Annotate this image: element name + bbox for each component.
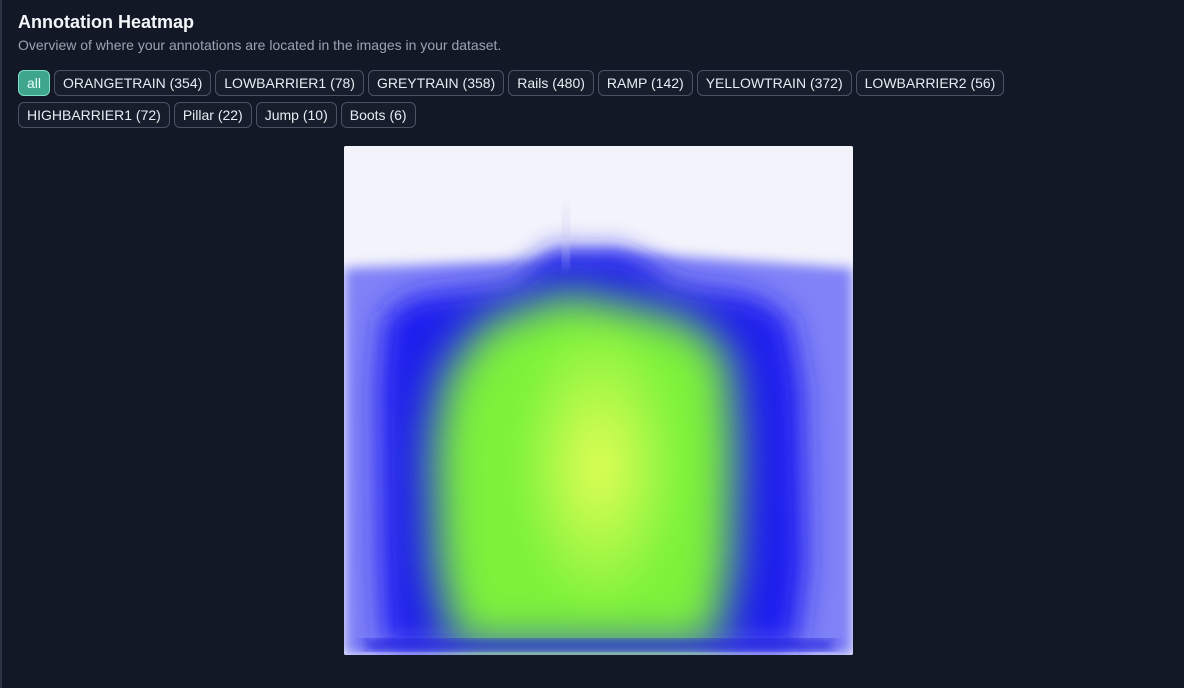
filter-chip-jump[interactable]: Jump (10) <box>255 102 337 128</box>
filter-chip-pillar[interactable]: Pillar (22) <box>173 102 252 128</box>
filter-chip-greytrain[interactable]: GREYTRAIN (358) <box>367 70 505 96</box>
class-filter-chips: all ORANGETRAIN (354) LOWBARRIER1 (78) G… <box>18 70 1068 128</box>
heatmap-graphic <box>344 146 853 655</box>
filter-chip-orangetrain[interactable]: ORANGETRAIN (354) <box>54 70 212 96</box>
filter-chip-all[interactable]: all <box>18 70 51 96</box>
filter-chip-yellowtrain[interactable]: YELLOWTRAIN (372) <box>696 70 852 96</box>
panel-left-border <box>0 0 2 688</box>
heatmap-bottom-rim <box>364 640 834 650</box>
filter-chip-ramp[interactable]: RAMP (142) <box>597 70 693 96</box>
page-subtitle: Overview of where your annotations are l… <box>18 37 502 53</box>
annotation-heatmap-panel: Annotation Heatmap Overview of where you… <box>18 10 1168 128</box>
filter-chip-rails[interactable]: Rails (480) <box>508 70 594 96</box>
page-title: Annotation Heatmap <box>18 12 195 32</box>
filter-chip-highbarrier1[interactable]: HIGHBARRIER1 (72) <box>18 102 170 128</box>
annotation-heatmap <box>344 146 853 655</box>
filter-chip-boots[interactable]: Boots (6) <box>340 102 416 128</box>
heatmap-yellow-peak <box>514 316 684 616</box>
filter-chip-lowbarrier1[interactable]: LOWBARRIER1 (78) <box>215 70 364 96</box>
filter-chip-lowbarrier2[interactable]: LOWBARRIER2 (56) <box>855 70 1005 96</box>
heatmap-vertical-streak <box>563 206 569 266</box>
